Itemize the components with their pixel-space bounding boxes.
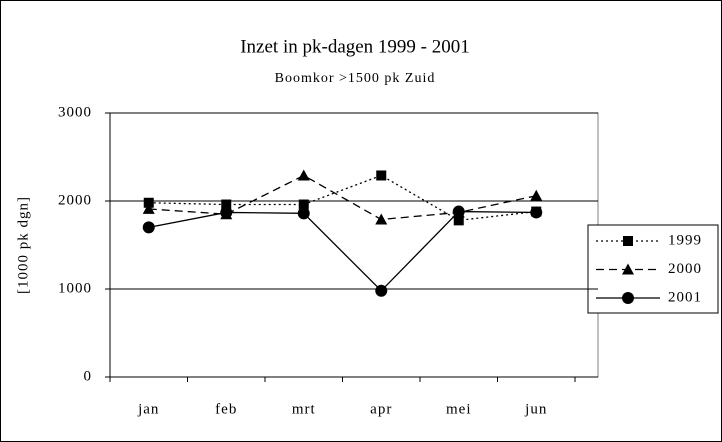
legend-label: 2001 [668,289,702,305]
data-point [220,206,233,219]
legend-label: 1999 [668,232,702,248]
chart-title: Inzet in pk-dagen 1999 - 2001 [240,36,470,57]
data-point [452,205,465,218]
data-point [142,202,155,214]
x-tick-label: mrt [292,401,316,417]
series-line [148,174,537,221]
y-tick-label: 3000 [58,104,92,120]
x-tick-label: mei [446,401,472,417]
legend-label: 2000 [668,261,702,277]
data-point [375,213,388,225]
series-line [148,210,537,292]
data-point [376,170,387,181]
y-tick-label: 2000 [58,192,92,208]
data-point [530,189,543,201]
data-point [297,169,310,181]
data-point [298,199,309,210]
y-axis-label: [1000 pk dgn] [15,196,31,294]
data-point [530,206,543,219]
chart-subtitle: Boomkor >1500 pk Zuid [275,71,436,86]
y-tick-label: 0 [84,368,93,384]
y-tick-label: 1000 [58,280,92,296]
legend-marker [622,292,634,304]
x-tick-label: feb [215,401,237,417]
series-line [148,174,537,222]
data-point [375,284,388,297]
data-point [453,215,464,226]
legend-marker [622,263,634,275]
data-point [221,199,232,210]
x-tick-label: jan [137,401,159,417]
x-tick-label: jun [524,401,547,417]
data-point [142,221,155,234]
x-tick-label: apr [370,401,392,417]
legend-marker [623,236,633,246]
data-point [297,207,310,220]
data-point [143,197,154,208]
